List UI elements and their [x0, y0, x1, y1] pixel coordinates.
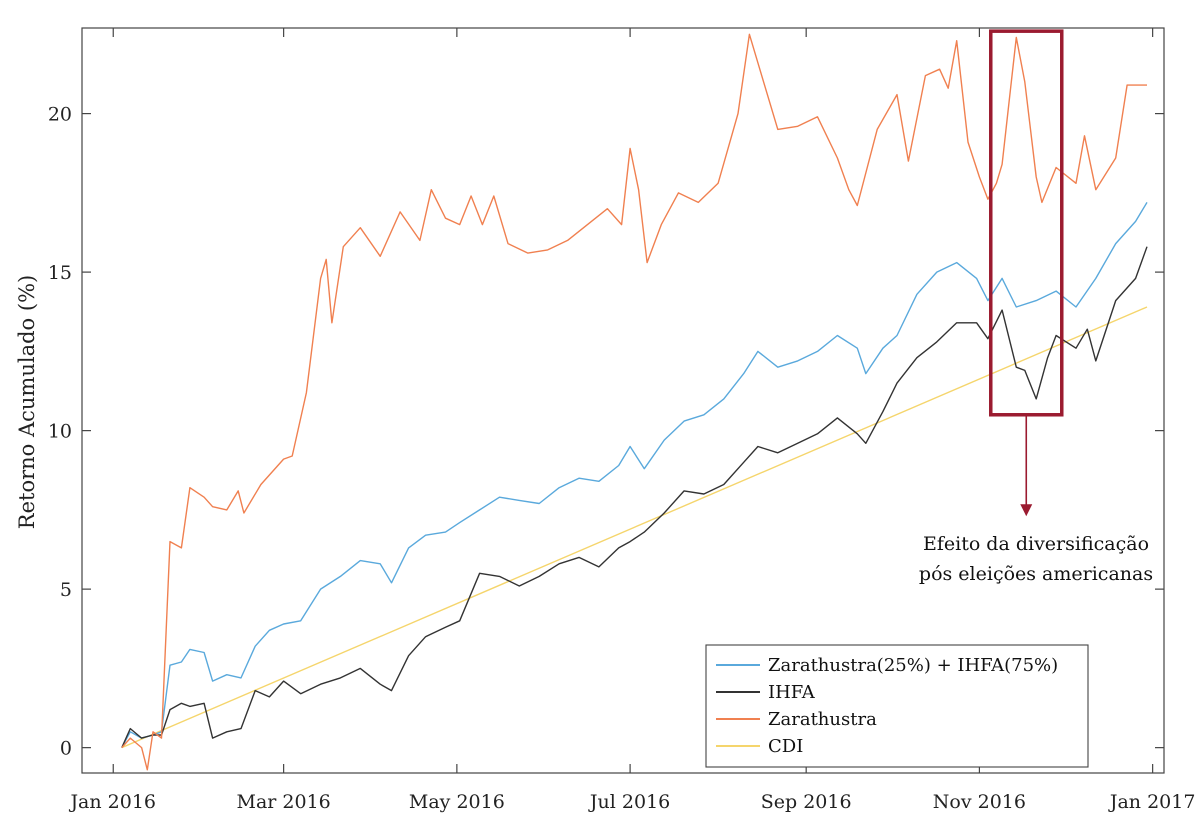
x-tick-label: Jul 2016	[588, 791, 670, 813]
annotation: Efeito da diversificação pós eleições ame…	[919, 29, 1153, 585]
x-tick-label: Jan 2016	[68, 791, 156, 813]
annotation-arrow-head	[1020, 504, 1033, 517]
series-line-1	[121, 246, 1148, 748]
y-tick-label: 15	[48, 262, 72, 284]
x-axis-ticks: Jan 2016 Mar 2016 May 2016 Jul 2016 Sep 2016…	[68, 28, 1195, 813]
y-tick-label: 0	[60, 738, 72, 760]
legend-label: IHFA	[768, 682, 816, 703]
y-axis-title: Retorno Acumulado (%)	[15, 275, 39, 529]
plot-frame	[81, 27, 1165, 774]
y-tick-label: 20	[48, 104, 72, 126]
x-tick-label: Sep 2016	[761, 791, 852, 813]
legend-label: Zarathustra	[768, 709, 877, 730]
legend-label: CDI	[768, 736, 803, 757]
series-line-0	[121, 202, 1148, 748]
series-layer	[121, 33, 1148, 771]
x-tick-label: May 2016	[409, 791, 505, 813]
series-line-3	[121, 306, 1148, 749]
y-axis-ticks: 0 5 10 15 20	[48, 104, 1164, 760]
series-line-2	[121, 33, 1147, 771]
x-tick-label: Nov 2016	[933, 791, 1026, 813]
annotation-text: Efeito da diversificação	[923, 533, 1149, 555]
x-tick-label: Mar 2016	[236, 791, 330, 813]
y-tick-label: 5	[60, 579, 72, 601]
legend-box	[705, 644, 1089, 768]
y-tick-label: 10	[48, 421, 72, 443]
legend-label: Zarathustra(25%) + IHFA(75%)	[768, 655, 1058, 676]
legend: Zarathustra(25%) + IHFA(75%) IHFA Zarathus…	[705, 644, 1089, 768]
highlight-box	[989, 29, 1064, 417]
x-tick-label: Jan 2017	[1108, 791, 1196, 813]
annotation-text: pós eleições americanas	[919, 563, 1153, 585]
